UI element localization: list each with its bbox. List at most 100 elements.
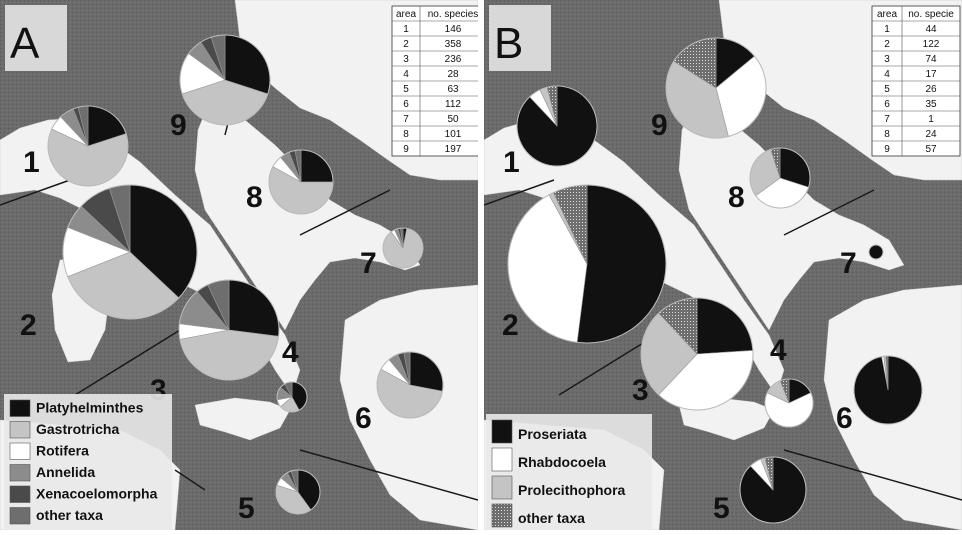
pie-outline — [516, 85, 598, 167]
pie-outline — [749, 147, 811, 209]
pie-area-5 — [739, 456, 807, 524]
pie-area-1 — [516, 85, 598, 167]
legend-label: Prolecithophora — [518, 482, 626, 498]
table-cell: 17 — [925, 69, 937, 80]
table-cell: 63 — [447, 84, 459, 95]
pie-outline — [275, 469, 321, 515]
table-cell: 101 — [445, 129, 462, 140]
area-label: 9 — [170, 109, 187, 142]
legend-swatch — [9, 442, 31, 460]
table-cell: 50 — [447, 114, 459, 125]
pie-area-4 — [764, 378, 814, 428]
table-cell: 24 — [925, 129, 937, 140]
area-label: 4 — [282, 336, 299, 369]
table-cell: 28 — [447, 69, 459, 80]
table-header-cell: no. species — [428, 9, 479, 20]
pie-area-4 — [276, 381, 308, 413]
pie-area-8 — [749, 147, 811, 209]
pie-outline — [739, 456, 807, 524]
legend-label: Platyhelminthes — [36, 400, 144, 416]
table-cell: 5 — [403, 84, 409, 95]
table-header-cell: area — [877, 9, 897, 20]
legend-swatch — [491, 475, 513, 500]
table-cell: 6 — [884, 99, 890, 110]
panel-a-letter-box — [5, 5, 67, 71]
area-label: 1 — [23, 146, 40, 179]
legend-label: Proseriata — [518, 426, 587, 442]
pie-area-6 — [853, 355, 923, 425]
pie-outline — [178, 279, 280, 381]
legend-swatch — [9, 485, 31, 503]
pie-outline — [868, 244, 884, 260]
table-cell: 122 — [923, 39, 940, 50]
pie-area-1 — [47, 105, 129, 187]
pie-outline — [179, 34, 271, 126]
pie-area-7 — [868, 244, 884, 260]
table-cell: 8 — [884, 129, 890, 140]
table-cell: 1 — [403, 24, 409, 35]
legend-b: Proseriata Rhabdocoela Prolecithophora othe… — [486, 414, 652, 530]
table-cell: 74 — [925, 54, 937, 65]
area-label: 6 — [836, 402, 853, 435]
legend-label: other taxa — [36, 507, 103, 523]
legend-swatch — [491, 419, 513, 444]
legend-label: Rhabdocoela — [518, 454, 606, 470]
pie-area-3 — [640, 297, 754, 411]
area-label: 9 — [651, 109, 668, 142]
legend-label: Rotifera — [36, 443, 89, 459]
legend-swatch — [9, 464, 31, 482]
area-label: 5 — [238, 492, 255, 525]
pie-area-6 — [376, 351, 444, 419]
area-label: 4 — [770, 334, 787, 367]
area-labels-b: 1 2 3 4 5 6 7 8 9 — [502, 109, 857, 525]
pie-outline — [268, 149, 334, 215]
table-cell: 197 — [445, 144, 462, 155]
panel-a-letter: A — [10, 19, 40, 68]
table-cell: 112 — [445, 99, 461, 110]
area-label: 8 — [246, 181, 263, 214]
legend-swatch — [9, 399, 31, 417]
species-table-b: area no. specie 1 44 2 122 3 74 4 17 5 26 6 35 7 1 8 24 9 5… — [871, 5, 961, 157]
panel-b-letter-box — [489, 5, 551, 71]
area-label: 1 — [503, 146, 520, 179]
table-cell: 44 — [925, 24, 937, 35]
table-cell: 1 — [928, 114, 934, 125]
legend-swatch — [9, 507, 31, 525]
pie-outline — [62, 184, 198, 320]
pie-outline — [276, 381, 308, 413]
pie-outline — [665, 37, 767, 139]
pie-outline — [764, 378, 814, 428]
legend-a: Platyhelminthes Gastrotricha Rotifera Annel… — [4, 394, 172, 529]
table-header-cell: no. specie — [908, 9, 954, 20]
species-table-a: area no. species 1 146 2 358 3 236 4 28 5 63 6 112 7 50… — [391, 5, 479, 157]
table-cell: 7 — [884, 114, 890, 125]
pie-area-7 — [382, 227, 424, 269]
table-cell: 7 — [403, 114, 409, 125]
pie-outline — [382, 227, 424, 269]
table-cell: 26 — [925, 84, 937, 95]
pies-a — [47, 34, 444, 515]
table-cell: 8 — [403, 129, 409, 140]
sicily — [194, 397, 291, 441]
pie-outline — [376, 351, 444, 419]
table-cell: 4 — [403, 69, 409, 80]
panel-b-letter: B — [494, 19, 523, 68]
table-cell: 2 — [403, 39, 409, 50]
table-cell: 57 — [925, 144, 937, 155]
table-cell: 146 — [445, 24, 462, 35]
pie-area-2 — [62, 184, 198, 320]
table-cell: 6 — [403, 99, 409, 110]
legend-label: Xenacoelomorpha — [36, 486, 158, 502]
pie-area-5 — [275, 469, 321, 515]
table-cell: 3 — [884, 54, 890, 65]
area-label: 2 — [20, 309, 37, 342]
pie-outline — [853, 355, 923, 425]
pie-area-9 — [179, 34, 271, 126]
area-label: 7 — [360, 247, 377, 280]
table-cell: 2 — [884, 39, 890, 50]
table-cell: 9 — [403, 144, 409, 155]
pie-area-8 — [268, 149, 334, 215]
